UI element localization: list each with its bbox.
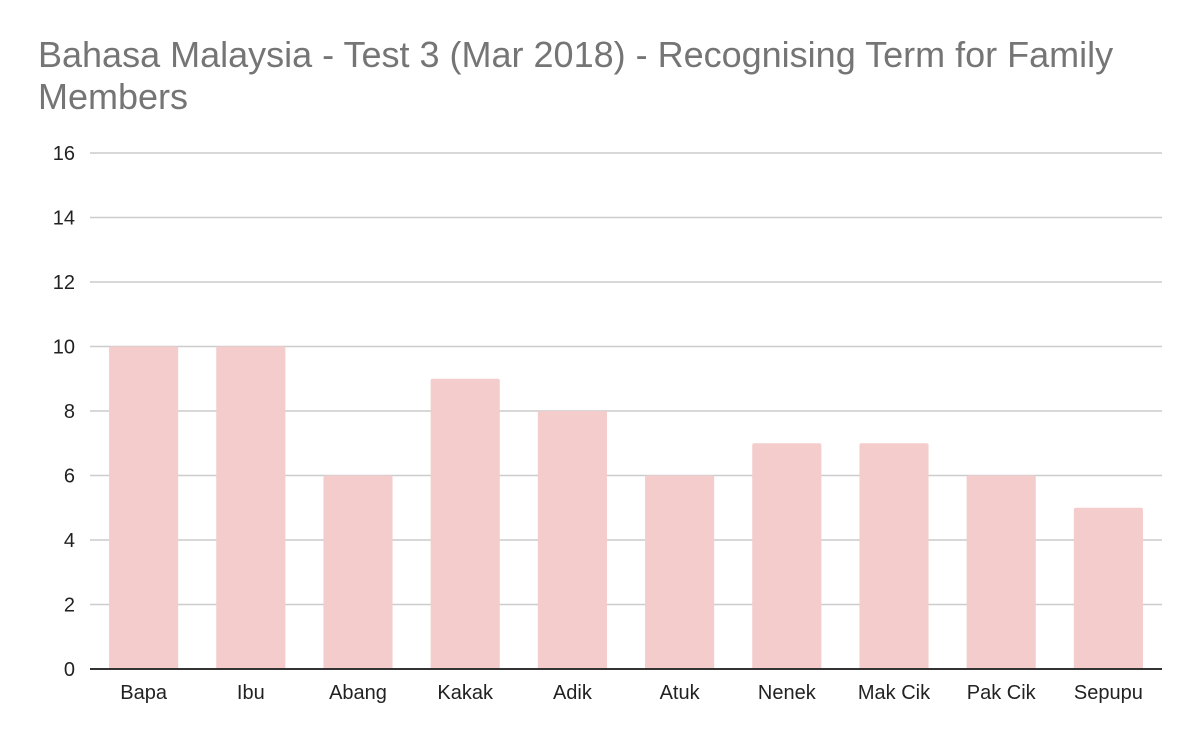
bar-mak-cik: [859, 443, 929, 669]
y-tick-label: 6: [64, 466, 75, 488]
x-category-label: Bapa: [120, 682, 168, 704]
y-tick-label: 4: [64, 530, 75, 552]
y-tick-label: 2: [64, 595, 75, 617]
x-category-label: Pak Cik: [967, 682, 1037, 704]
y-tick-label: 8: [64, 401, 75, 423]
bar-ibu: [216, 346, 286, 669]
y-tick-label: 0: [64, 659, 75, 681]
x-category-label: Kakak: [437, 682, 494, 704]
x-category-label: Sepupu: [1074, 682, 1143, 704]
chart-title: Bahasa Malaysia - Test 3 (Mar 2018) - Re…: [38, 34, 1114, 117]
bar-atuk: [645, 475, 715, 669]
y-tick-label: 14: [53, 208, 75, 230]
labels: 0 2 4 6 8 10 12 14 16 Bapa Ibu Abang Kakak Adik Atuk Ne…: [53, 143, 1143, 704]
x-category-label: Adik: [553, 682, 593, 704]
x-category-label: Ibu: [237, 682, 265, 704]
bars: [109, 346, 1143, 669]
bar-nenek: [752, 443, 822, 669]
bar-sepupu: [1073, 507, 1143, 669]
bar-abang: [323, 475, 393, 669]
x-category-label: Atuk: [660, 682, 701, 704]
x-category-label: Nenek: [758, 682, 817, 704]
y-tick-label: 12: [53, 272, 75, 294]
bar-kakak: [430, 378, 500, 669]
bar-adik: [537, 411, 607, 669]
x-category-label: Abang: [329, 682, 387, 704]
y-tick-label: 16: [53, 143, 75, 165]
bar-bapa: [109, 346, 179, 669]
y-tick-label: 10: [53, 337, 75, 359]
x-category-label: Mak Cik: [858, 682, 931, 704]
bar-pak-cik: [966, 475, 1036, 669]
